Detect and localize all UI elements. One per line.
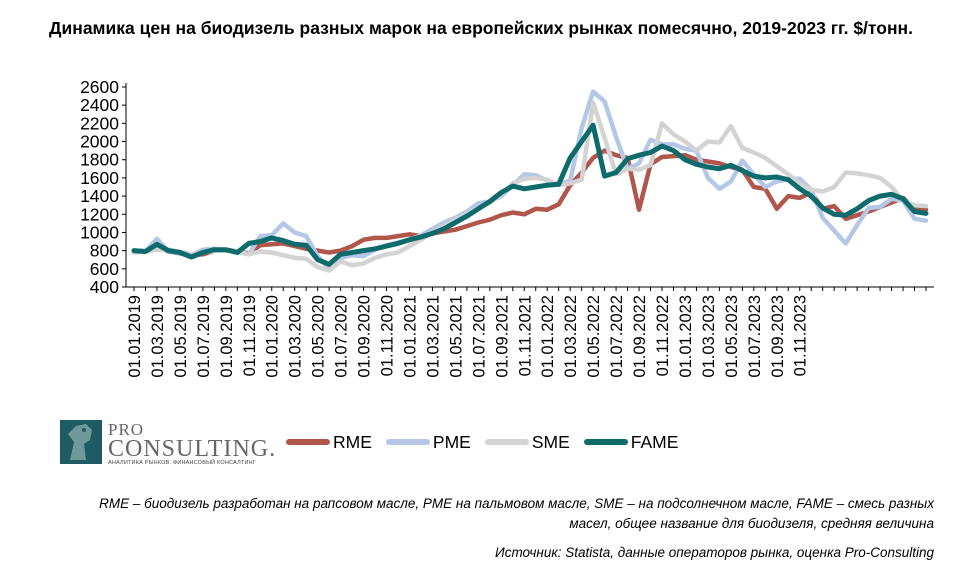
x-tick-label-3: 01.07.2019 [195, 295, 213, 378]
x-tick-label-20: 01.05.2022 [585, 295, 603, 378]
y-tick-label-600: 600 [90, 259, 119, 279]
logo-text-consulting: CONSULTING. [108, 436, 277, 462]
x-tick-label-22: 01.09.2022 [631, 295, 649, 378]
y-tick-label-2400: 2400 [80, 95, 119, 115]
footnote: RME – биодизель разработан на рапсовом м… [99, 496, 934, 531]
legend-label-pme: PME [432, 431, 471, 452]
x-tick-label-6: 01.01.2020 [264, 295, 282, 378]
pro-consulting-logo: PRO CONSULTING. АНАЛИТИКА РЫНКОВ. ФИНАНС… [60, 420, 275, 468]
x-tick-label-12: 01.01.2021 [401, 295, 419, 378]
x-tick-label-15: 01.07.2021 [470, 295, 488, 378]
series-line-sme [131, 100, 929, 273]
x-tick-label-4: 01.09.2019 [218, 295, 236, 378]
x-tick-label-28: 01.09.2023 [769, 295, 787, 378]
x-tick-label-23: 01.11.2022 [654, 295, 672, 376]
x-tick-label-8: 01.05.2020 [310, 295, 328, 378]
chart-legend: RME PME SME FAME [286, 430, 692, 454]
x-tick-label-18: 01.01.2022 [539, 295, 557, 378]
y-tick-label-800: 800 [90, 241, 119, 261]
x-tick-label-19: 01.03.2022 [562, 295, 580, 378]
x-tick-label-27: 01.07.2023 [746, 295, 764, 378]
horse-logo-icon [60, 420, 102, 464]
legend-item-sme: SME [484, 431, 570, 453]
legend-swatch-pme [385, 439, 430, 445]
legend-item-fame: FAME [583, 431, 679, 453]
legend-swatch-fame [583, 439, 628, 445]
legend-item-rme: RME [286, 432, 372, 453]
legend-label-sme: SME [531, 431, 570, 452]
x-tick-label-13: 01.03.2021 [424, 295, 442, 378]
logo-text-pro: PRO [108, 420, 145, 439]
x-tick-label-29: 01.11.2023 [792, 295, 810, 376]
y-tick-label-1400: 1400 [80, 186, 119, 206]
y-tick-label-1000: 1000 [80, 222, 119, 242]
x-tick-label-26: 01.05.2023 [723, 295, 741, 378]
legend-item-pme: PME [385, 431, 471, 453]
x-tick-label-21: 01.07.2022 [608, 295, 626, 378]
x-tick-label-7: 01.03.2020 [287, 295, 305, 378]
x-tick-label-9: 01.07.2020 [333, 295, 351, 378]
y-tick-label-1800: 1800 [80, 150, 119, 170]
y-tick-label-2000: 2000 [80, 132, 119, 152]
legend-label-rme: RME [333, 431, 372, 452]
series-line-fame [131, 122, 929, 267]
logo-tagline: АНАЛИТИКА РЫНКОВ. ФИНАНСОВЫЙ КОНСАЛТИНГ [108, 460, 256, 466]
legend-swatch-rme [286, 439, 330, 445]
x-tick-label-24: 01.01.2023 [677, 295, 695, 378]
x-tick-label-25: 01.03.2023 [700, 295, 718, 378]
x-tick-label-14: 01.05.2021 [447, 295, 465, 378]
x-tick-label-0: 01.01.2019 [126, 295, 144, 378]
line-chart: 4006008001000120014001600180020002200240… [80, 77, 934, 378]
x-tick-label-1: 01.03.2019 [149, 295, 167, 378]
y-tick-label-1200: 1200 [80, 204, 119, 224]
x-tick-label-16: 01.09.2021 [493, 295, 511, 378]
chart-title: Динамика цен на биодизель разных марок н… [49, 18, 913, 38]
y-tick-label-1600: 1600 [80, 168, 119, 188]
x-tick-label-17: 01.11.2021 [516, 295, 534, 376]
source-note: Источник: Statista, данные операторов ры… [495, 545, 934, 560]
x-tick-label-11: 01.11.2020 [379, 295, 397, 376]
y-tick-label-2200: 2200 [80, 113, 119, 133]
x-tick-label-10: 01.09.2020 [356, 295, 374, 378]
y-tick-label-2600: 2600 [80, 77, 119, 97]
y-tick-label-400: 400 [90, 277, 119, 297]
x-tick-label-2: 01.05.2019 [172, 295, 190, 378]
legend-swatch-sme [484, 439, 529, 445]
legend-label-fame: FAME [630, 431, 679, 452]
x-tick-label-5: 01.11.2019 [241, 295, 259, 376]
series-line-rme [131, 148, 929, 258]
